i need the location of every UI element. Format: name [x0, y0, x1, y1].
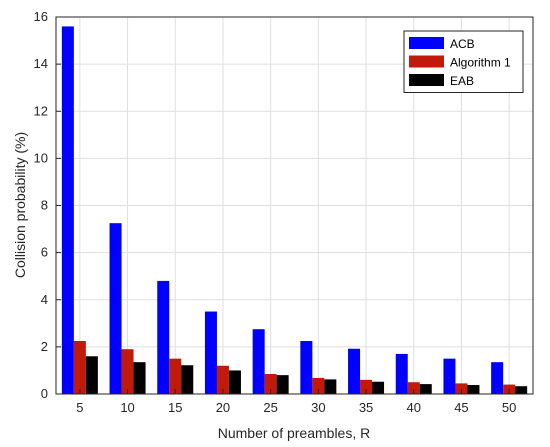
bar-eab-5: [85, 356, 98, 394]
x-tick-label: 25: [263, 400, 277, 415]
legend-label: EAB: [450, 74, 474, 88]
x-tick-label: 35: [359, 400, 373, 415]
bar-acb-15: [157, 280, 170, 394]
legend-label: Algorithm 1: [450, 56, 511, 70]
legend-swatch: [409, 55, 444, 68]
bar-eab-50: [515, 386, 528, 394]
bar-acb-25: [252, 329, 265, 394]
y-axis-label: Collision probability (%): [12, 132, 28, 278]
bar-eab-15: [181, 365, 194, 394]
bar-algorithm-1-15: [169, 358, 182, 394]
bar-algorithm-1-20: [216, 365, 229, 394]
legend: ACB Algorithm 1 EAB: [403, 30, 524, 93]
bar-algorithm-1-30: [312, 377, 325, 394]
x-tick-label: 30: [311, 400, 325, 415]
x-axis: 5 10 15 20 25 30 35 40 45 50: [76, 389, 516, 415]
x-tick-label: 10: [120, 400, 134, 415]
bar-eab-20: [228, 370, 241, 394]
y-tick-label: 6: [41, 245, 48, 260]
y-tick-label: 4: [41, 292, 48, 307]
bar-algorithm-1-35: [360, 379, 373, 394]
bar-algorithm-1-10: [121, 349, 134, 394]
y-tick-label: 12: [34, 103, 48, 118]
y-axis: 0 2 4 6 8 10 12 14 16: [34, 9, 61, 401]
x-tick-label: 15: [168, 400, 182, 415]
bar-algorithm-1-25: [264, 373, 277, 394]
x-tick-label: 50: [502, 400, 516, 415]
bars: [61, 26, 528, 395]
bar-eab-45: [467, 385, 480, 394]
legend-swatch: [409, 37, 444, 49]
bar-acb-40: [395, 353, 408, 394]
x-axis-label: Number of preambles, R: [218, 425, 371, 441]
x-tick-label: 5: [76, 400, 83, 415]
bar-acb-10: [109, 223, 122, 394]
bar-algorithm-1-40: [407, 382, 420, 394]
bar-eab-30: [324, 379, 337, 394]
bar-acb-45: [443, 358, 456, 394]
bar-acb-20: [204, 311, 217, 394]
bar-acb-35: [348, 348, 361, 394]
bar-eab-35: [372, 381, 385, 394]
y-tick-label: 16: [34, 9, 48, 24]
x-tick-label: 45: [454, 400, 468, 415]
bar-algorithm-1-45: [455, 383, 468, 394]
legend-label: ACB: [450, 37, 475, 51]
x-tick-label: 40: [407, 400, 421, 415]
bar-algorithm-1-5: [73, 340, 86, 394]
bar-acb-50: [491, 362, 504, 394]
bar-acb-5: [61, 26, 74, 395]
y-tick-label: 14: [34, 56, 48, 71]
bar-acb-30: [300, 340, 313, 394]
y-tick-label: 10: [34, 150, 48, 165]
bar-eab-25: [276, 375, 289, 394]
bar-eab-40: [419, 384, 432, 394]
y-tick-label: 0: [41, 386, 48, 401]
x-tick-label: 20: [216, 400, 230, 415]
bar-eab-10: [133, 362, 146, 394]
y-tick-label: 8: [41, 198, 48, 213]
legend-swatch: [409, 74, 444, 86]
y-tick-label: 2: [41, 339, 48, 354]
